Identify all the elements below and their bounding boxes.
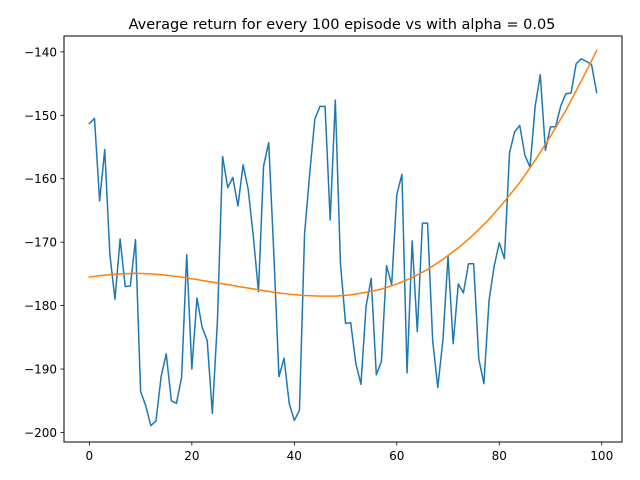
x-axis-ticks: 0 20 40 60 80 100 (86, 442, 613, 463)
y-axis-ticks: −200 −190 −180 −170 −160 −150 −140 (24, 45, 64, 440)
y-tick-label: −180 (24, 299, 57, 313)
y-tick-label: −160 (24, 172, 57, 186)
y-tick-label: −190 (24, 363, 57, 377)
x-tick-label: 20 (184, 449, 199, 463)
x-tick-label: 0 (86, 449, 94, 463)
x-tick-label: 80 (492, 449, 507, 463)
y-tick-label: −170 (24, 236, 57, 250)
series-line-1 (88, 58, 598, 427)
x-tick-label: 40 (287, 449, 302, 463)
y-tick-label: −140 (24, 45, 57, 59)
chart-title: Average return for every 100 episode vs … (129, 17, 556, 33)
series-layer (88, 49, 598, 427)
y-tick-label: −200 (24, 426, 57, 440)
y-tick-label: −150 (24, 109, 57, 123)
plot-area-frame (63, 35, 623, 443)
series-line-2 (88, 49, 598, 297)
x-tick-label: 60 (389, 449, 404, 463)
x-tick-label: 100 (590, 449, 613, 463)
